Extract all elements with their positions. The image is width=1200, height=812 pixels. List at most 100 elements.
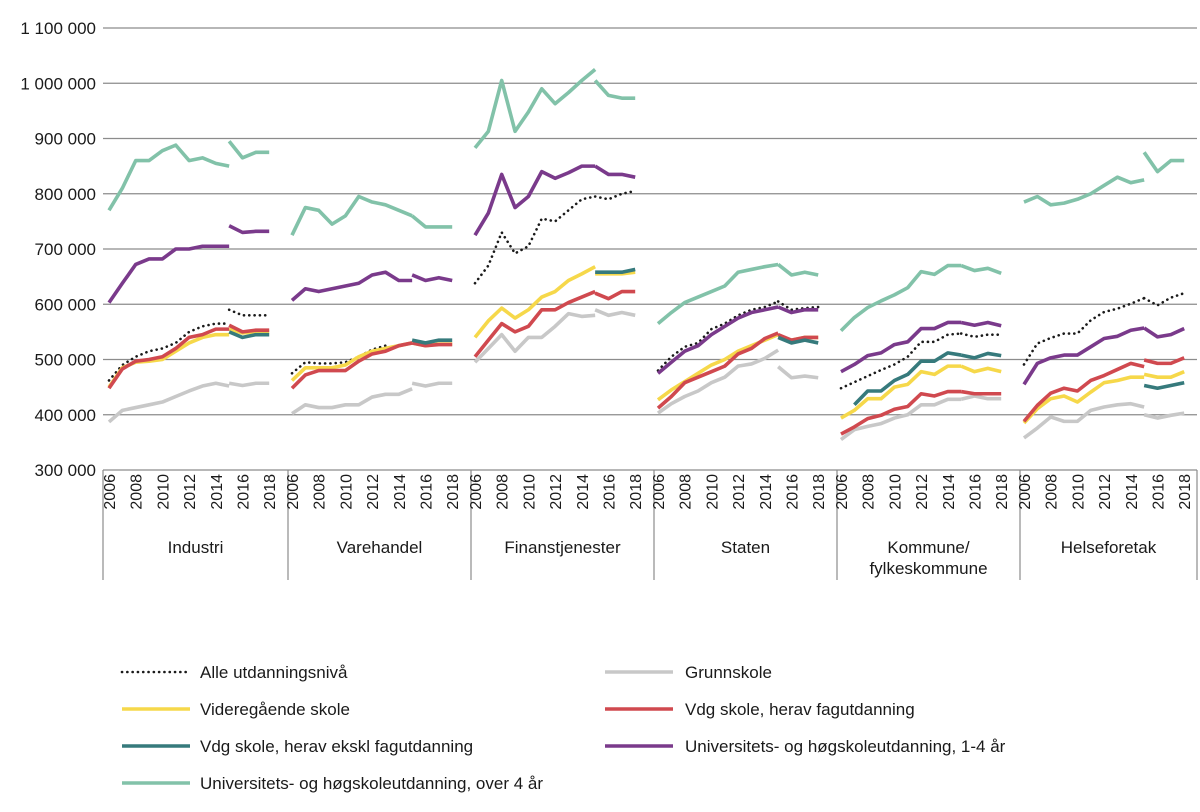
- series-line-uh14-pre: [290, 270, 413, 302]
- series-line-alle-pre: [1022, 296, 1146, 366]
- x-tick-label: 2014: [575, 474, 592, 510]
- series-line-fag-pre: [656, 331, 779, 410]
- series-line-uh14-pre: [473, 164, 596, 237]
- x-tick-label: 2016: [236, 474, 253, 510]
- y-tick-label: 900 000: [35, 130, 96, 149]
- x-tick-label: 2016: [785, 474, 802, 510]
- series-line-grunn-pre: [1022, 401, 1145, 440]
- x-tick-label: 2008: [129, 474, 146, 510]
- series-line-alle-post: [227, 308, 271, 317]
- x-tick-label: 2010: [338, 474, 355, 510]
- series-line-ekskl-post: [960, 351, 1002, 360]
- series-line-fag-pre: [473, 289, 596, 358]
- x-tick-label: 2018: [994, 474, 1011, 510]
- x-tick-label: 2018: [262, 474, 279, 510]
- series-line-uh4-pre: [656, 262, 779, 325]
- x-tick-label: 2008: [861, 474, 878, 510]
- x-tick-label: 2018: [1177, 474, 1194, 510]
- series-line-ekskl-pre: [853, 351, 962, 407]
- series-line-uh4-post: [593, 79, 636, 100]
- series-line-fag-post: [411, 341, 453, 348]
- series-line-uh4-pre: [839, 263, 962, 333]
- series-line-uh4-post: [227, 140, 270, 160]
- series-line-alle-post: [1142, 291, 1186, 307]
- series-line-ekskl-post: [411, 338, 453, 345]
- series-line-fag-post: [1143, 356, 1185, 366]
- series-line-grunn-post: [228, 381, 270, 388]
- legend-label-uh14: Universitets- og høgskoleutdanning, 1-4 …: [685, 737, 1006, 756]
- panel-label: Finanstjenester: [504, 538, 621, 557]
- series-line-alle-pre: [656, 300, 780, 372]
- gridlines: [103, 27, 1197, 471]
- x-tick-label: 2014: [392, 474, 409, 510]
- legend-label-uh4: Universitets- og høgskoleutdanning, over…: [200, 774, 543, 793]
- series-line-grunn-pre: [656, 348, 780, 415]
- series-line-uh14-post: [411, 273, 453, 283]
- panel-label: Industri: [168, 538, 224, 557]
- x-tick-label: 2014: [209, 474, 226, 510]
- panel-label: Kommune/fylkeskommune: [869, 538, 987, 578]
- series-line-vgs-post: [1143, 369, 1185, 379]
- x-tick-label: 2010: [1070, 474, 1087, 510]
- series-line-grunn-post: [411, 381, 453, 388]
- series-line-uh14-post: [1143, 326, 1185, 339]
- x-tick-label: 2006: [468, 474, 485, 510]
- series-line-grunn-pre: [107, 381, 230, 424]
- x-tick-label: 2012: [182, 474, 199, 510]
- x-axis: 2006 2008 2010 2012 2014 2016 2018 Industri 2006…: [102, 470, 1198, 580]
- series-line-uh14-post: [228, 224, 270, 235]
- series-line-fag-pre: [107, 327, 230, 390]
- series-line-ekskl-post: [228, 330, 270, 340]
- series-line-uh4-post: [777, 263, 819, 277]
- series-line-ekskl-post: [1143, 380, 1185, 391]
- series-line-grunn-post: [960, 394, 1002, 402]
- panel-label: Helseforetak: [1061, 538, 1157, 557]
- series-line-uh14-post: [594, 164, 636, 179]
- x-tick-label: 2006: [834, 474, 851, 510]
- series-line-uh14-pre: [656, 305, 779, 375]
- x-tick-label: 2016: [968, 474, 985, 510]
- series-line-alle-pre: [473, 195, 597, 285]
- x-tick-label: 2012: [1097, 474, 1114, 510]
- y-tick-label: 500 000: [35, 351, 96, 370]
- x-tick-label: 2006: [285, 474, 302, 510]
- y-tick-label: 1 000 000: [20, 74, 96, 93]
- x-tick-label: 2008: [312, 474, 329, 510]
- y-tick-label: 600 000: [35, 295, 96, 314]
- x-tick-label: 2012: [365, 474, 382, 510]
- legend: Alle utdanningsnivå Grunnskole Videregåend…: [120, 663, 1006, 793]
- x-tick-label: 2006: [651, 474, 668, 510]
- x-tick-label: 2018: [811, 474, 828, 510]
- panel-label: Staten: [721, 538, 770, 557]
- series-line-grunn-pre: [839, 397, 962, 442]
- series-line-vgs-pre: [1022, 375, 1145, 425]
- series-line-grunn-post: [777, 365, 819, 380]
- y-tick-label: 300 000: [35, 461, 96, 480]
- series-line-alle-post: [959, 332, 1003, 339]
- series-line-ekskl-post: [777, 335, 819, 345]
- series-line-uh4-pre: [290, 194, 413, 236]
- series-line-uh4-pre: [473, 68, 597, 150]
- x-tick-label: 2016: [602, 474, 619, 510]
- series-line-alle-pre: [107, 322, 231, 382]
- legend-label-fag: Vdg skole, herav fagutdanning: [685, 700, 915, 719]
- series-lines: [107, 68, 1186, 442]
- x-tick-label: 2006: [102, 474, 119, 510]
- x-tick-label: 2008: [495, 474, 512, 510]
- series-line-uh4-pre: [107, 143, 230, 212]
- series-line-fag-pre: [840, 389, 962, 436]
- legend-label-alle: Alle utdanningsnivå: [200, 663, 348, 682]
- series-line-uh4-post: [960, 263, 1002, 275]
- x-tick-label: 2010: [704, 474, 721, 510]
- y-tick-label: 400 000: [35, 406, 96, 425]
- series-line-grunn-pre: [473, 311, 596, 364]
- series-line-uh4-post: [411, 214, 453, 229]
- series-line-uh14-pre: [107, 244, 230, 304]
- legend-label-grunn: Grunnskole: [685, 663, 772, 682]
- x-tick-label: 2016: [1151, 474, 1168, 510]
- x-tick-label: 2008: [678, 474, 695, 510]
- x-tick-label: 2008: [1044, 474, 1061, 510]
- series-line-fag-pre: [1022, 361, 1145, 423]
- series-line-alle-pre: [839, 332, 963, 390]
